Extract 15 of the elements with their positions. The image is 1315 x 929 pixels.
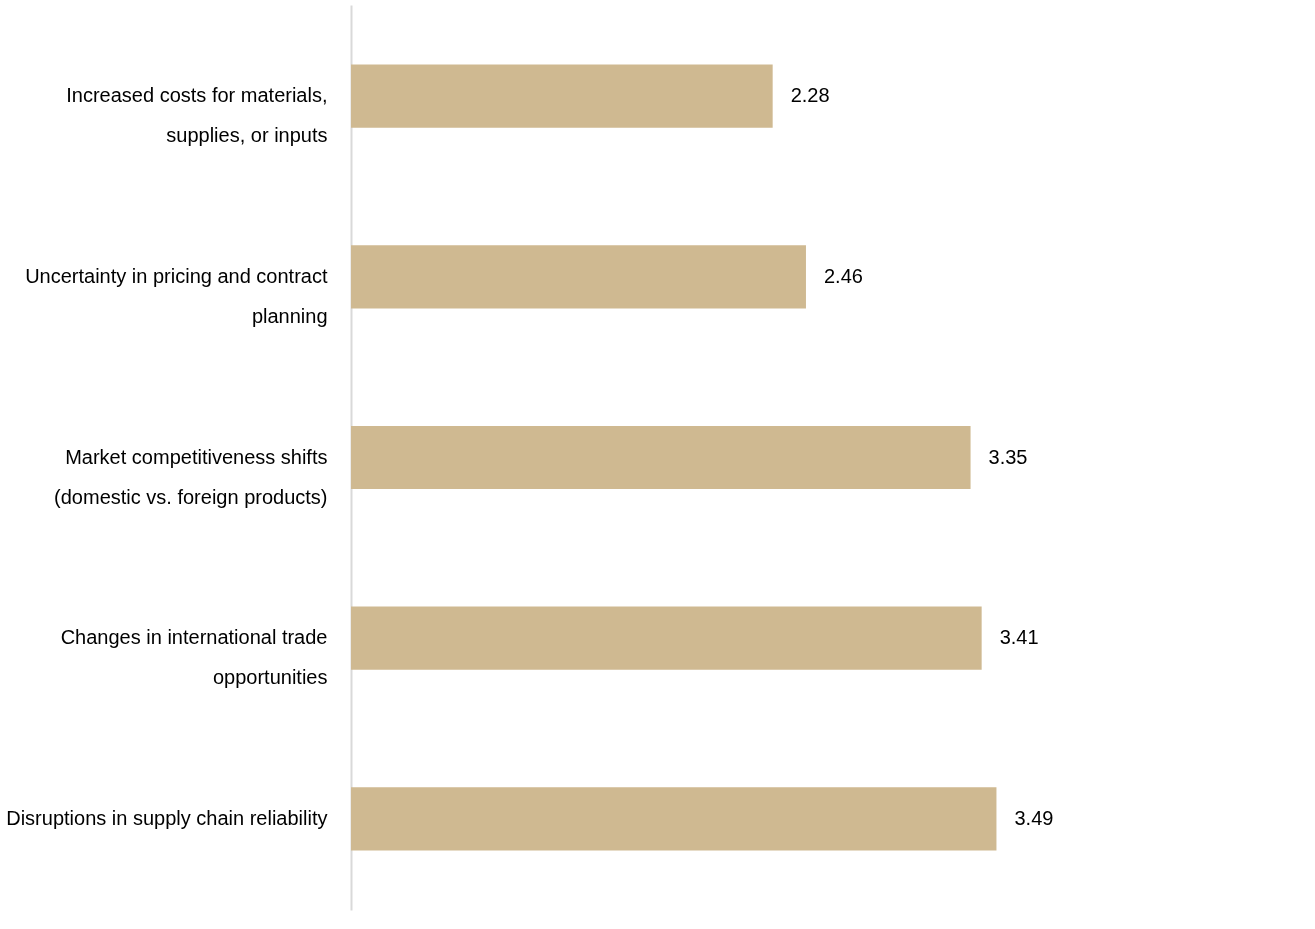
- bar: [351, 64, 773, 128]
- data-label: 3.41: [999, 626, 1039, 649]
- y-tick-label: Disruptions in supply chain reliability: [6, 806, 328, 829]
- bar: [351, 245, 806, 309]
- data-label: 3.49: [1014, 806, 1054, 829]
- bar: [351, 606, 982, 670]
- y-tick-label: Market competitiveness shifts (domestic vs. foreign products): [54, 445, 328, 508]
- y-tick-label: Uncertainty in pricing and contract planning: [25, 264, 328, 327]
- y-tick-label: Increased costs for materials, supplies, or inputs: [66, 84, 328, 147]
- data-label: 2.46: [823, 264, 863, 287]
- y-tick-label: Changes in international trade opportunities: [60, 626, 328, 689]
- data-label: 3.35: [988, 445, 1028, 468]
- bar: [351, 787, 997, 851]
- bar: [351, 425, 971, 490]
- data-label: 2.28: [790, 84, 830, 107]
